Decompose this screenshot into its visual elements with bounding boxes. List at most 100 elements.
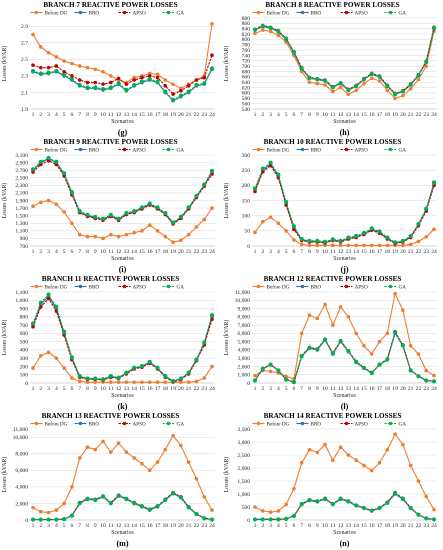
data-point-before-dg: [432, 227, 436, 232]
x-tick-label: 24: [209, 523, 215, 529]
series-before-dg: [31, 433, 214, 515]
data-point-apso: [194, 78, 199, 82]
legend-label-apso: APSO: [355, 10, 369, 16]
x-tick-label: 12: [116, 112, 122, 118]
data-point-ga: [424, 516, 429, 521]
data-point-ga: [315, 77, 320, 82]
y-axis-label: Losses (kVAR): [1, 183, 8, 219]
data-point-ga: [268, 517, 273, 522]
x-tick-label: 19: [170, 523, 176, 529]
x-tick-label: 3: [269, 112, 272, 118]
data-point-ga: [354, 503, 359, 508]
data-point-before-dg: [194, 225, 199, 229]
x-tick-label: 10: [100, 523, 106, 529]
data-point-ga: [139, 504, 145, 509]
y-tick-label: 0: [247, 518, 250, 524]
y-tick-label: 700: [20, 244, 29, 250]
y-tick-label: 680: [242, 69, 251, 75]
x-tick-label: 3: [47, 249, 50, 255]
data-point-ga: [369, 508, 374, 513]
x-axis-label: Scenarios: [111, 256, 134, 262]
x-tick-label: 6: [293, 523, 296, 529]
data-point-before-dg: [408, 463, 413, 468]
legend-label-bro: BRO: [311, 421, 322, 427]
x-tick-label: 22: [416, 523, 422, 529]
x-tick-label: 7: [78, 112, 81, 118]
data-point-ga: [147, 359, 152, 365]
data-point-ga: [100, 216, 106, 221]
data-point-ga: [284, 199, 289, 205]
data-point-ga: [346, 235, 351, 240]
data-point-before-dg: [109, 74, 113, 78]
series-line-bro: [254, 25, 435, 95]
data-point-ga: [284, 516, 289, 522]
panel-label: (g): [118, 128, 128, 137]
y-tick-label: 10,000: [13, 435, 29, 441]
x-tick-label: 20: [178, 112, 184, 118]
data-point-before-dg: [116, 380, 121, 384]
x-tick-label: 3: [269, 523, 272, 529]
data-point-before-dg: [46, 510, 51, 515]
legend: Before DG BRO APSO GA: [252, 9, 406, 16]
data-point-before-dg: [93, 380, 98, 384]
legend-marker-bro: [78, 147, 83, 152]
data-point-before-dg: [284, 374, 288, 379]
data-point-apso: [163, 84, 168, 88]
x-tick-label: 10: [100, 112, 106, 118]
x-tick-label: 5: [285, 386, 288, 392]
x-tick-label: 4: [55, 249, 58, 255]
x-tick-label: 9: [316, 523, 319, 529]
x-tick-label: 4: [277, 523, 280, 529]
x-tick-label: 14: [131, 523, 137, 529]
data-point-before-dg: [109, 380, 113, 384]
data-point-before-dg: [77, 456, 82, 460]
data-point-before-dg: [46, 198, 51, 203]
data-point-before-dg: [299, 461, 304, 465]
data-point-ga: [163, 210, 168, 216]
series-line-before-dg: [254, 291, 435, 380]
x-axis-label: Scenarios: [333, 256, 356, 262]
y-tick-label: 1,100: [15, 229, 28, 235]
legend-marker-apso: [344, 421, 349, 426]
x-tick-label: 8: [86, 249, 89, 255]
x-tick-label: 9: [94, 249, 97, 255]
data-point-ga: [77, 373, 82, 379]
series-before-dg: [253, 291, 436, 381]
y-tick-label: 780: [242, 43, 251, 49]
x-tick-label: 15: [361, 523, 367, 529]
legend-marker-bro: [78, 10, 83, 15]
data-point-before-dg: [210, 21, 214, 26]
data-point-ga: [202, 340, 207, 345]
data-point-ga: [108, 85, 113, 90]
x-axis-label: Scenarios: [111, 530, 134, 536]
x-tick-label: 19: [392, 249, 398, 255]
data-point-before-dg: [401, 93, 405, 98]
data-point-ga: [209, 313, 215, 318]
series-before-dg: [253, 432, 436, 514]
y-tick-label: 760: [242, 48, 251, 54]
data-point-ga: [330, 351, 335, 356]
x-tick-label: 12: [338, 523, 344, 529]
data-point-ga: [416, 374, 421, 379]
data-point-ga: [377, 229, 382, 234]
data-point-ga: [139, 363, 145, 369]
y-tick-label: 2,300: [15, 183, 28, 189]
y-tick-label: 9,000: [237, 306, 250, 312]
x-tick-label: 17: [377, 249, 383, 255]
legend: Before DG BRO APSO GA: [30, 283, 184, 290]
x-tick-label: 5: [63, 523, 66, 529]
data-point-apso: [210, 53, 214, 58]
data-point-ga: [268, 362, 273, 367]
data-point-ga: [307, 238, 312, 243]
panel-branch-11: BRANCH 11 REACTIVE POWER LOSSES Before DG…: [0, 274, 221, 411]
legend-label-bro: BRO: [89, 147, 100, 153]
legend-label-apso: APSO: [355, 147, 369, 153]
x-tick-label: 15: [361, 249, 367, 255]
data-point-ga: [385, 500, 390, 505]
legend-label-before-dg: Before DG: [45, 420, 68, 427]
data-point-apso: [38, 65, 43, 70]
legend-marker-bro: [300, 284, 305, 289]
x-tick-label: 7: [300, 386, 303, 392]
x-tick-label: 6: [71, 523, 74, 529]
x-tick-label: 11: [330, 523, 336, 529]
